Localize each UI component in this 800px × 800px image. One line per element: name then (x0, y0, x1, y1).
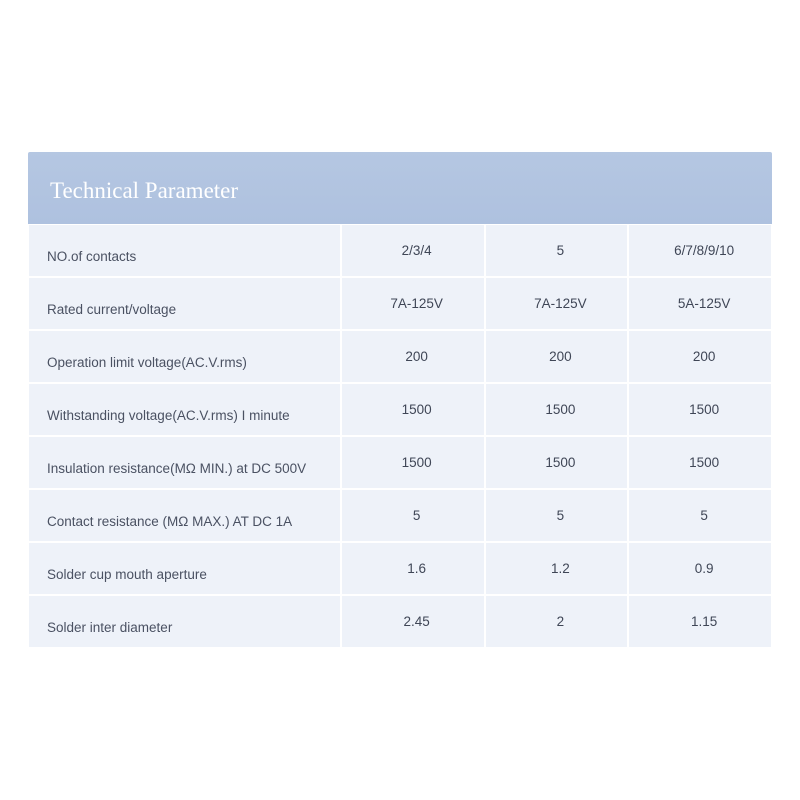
page-title: Technical Parameter (50, 178, 750, 204)
row-label: Solder cup mouth aperture (28, 542, 341, 595)
row-label: Rated current/voltage (28, 277, 341, 330)
row-label: Insulation resistance(MΩ MIN.) at DC 500… (28, 436, 341, 489)
row-value: 7A-125V (485, 277, 629, 330)
table-row: Contact resistance (MΩ MAX.) AT DC 1A 5 … (28, 489, 772, 542)
row-value: 5 (485, 489, 629, 542)
row-value: 0.9 (628, 542, 772, 595)
row-value: 1.6 (341, 542, 485, 595)
table-row: Rated current/voltage 7A-125V 7A-125V 5A… (28, 277, 772, 330)
row-value: 2/3/4 (341, 224, 485, 277)
row-value: 1.15 (628, 595, 772, 648)
table-row: NO.of contacts 2/3/4 5 6/7/8/9/10 (28, 224, 772, 277)
row-value: 1500 (485, 436, 629, 489)
row-value: 1500 (485, 383, 629, 436)
row-value: 5 (341, 489, 485, 542)
row-value: 5 (628, 489, 772, 542)
table-row: Operation limit voltage(AC.V.rms) 200 20… (28, 330, 772, 383)
row-value: 2.45 (341, 595, 485, 648)
row-value: 5A-125V (628, 277, 772, 330)
row-value: 7A-125V (341, 277, 485, 330)
table-row: Solder inter diameter 2.45 2 1.15 (28, 595, 772, 648)
row-value: 2 (485, 595, 629, 648)
row-value: 200 (485, 330, 629, 383)
row-value: 6/7/8/9/10 (628, 224, 772, 277)
row-value: 1500 (341, 383, 485, 436)
row-value: 5 (485, 224, 629, 277)
row-label: Withstanding voltage(AC.V.rms) I minute (28, 383, 341, 436)
spec-table-container: Technical Parameter NO.of contacts 2/3/4… (0, 152, 800, 648)
row-value: 1500 (341, 436, 485, 489)
row-value: 1500 (628, 436, 772, 489)
table-row: Solder cup mouth aperture 1.6 1.2 0.9 (28, 542, 772, 595)
row-value: 1.2 (485, 542, 629, 595)
technical-parameter-table: NO.of contacts 2/3/4 5 6/7/8/9/10 Rated … (28, 224, 772, 648)
row-label: NO.of contacts (28, 224, 341, 277)
row-label: Operation limit voltage(AC.V.rms) (28, 330, 341, 383)
row-value: 200 (628, 330, 772, 383)
row-label: Contact resistance (MΩ MAX.) AT DC 1A (28, 489, 341, 542)
table-row: Withstanding voltage(AC.V.rms) I minute … (28, 383, 772, 436)
table-body: NO.of contacts 2/3/4 5 6/7/8/9/10 Rated … (28, 224, 772, 648)
row-label: Solder inter diameter (28, 595, 341, 648)
header-bar: Technical Parameter (28, 152, 772, 224)
table-row: Insulation resistance(MΩ MIN.) at DC 500… (28, 436, 772, 489)
row-value: 1500 (628, 383, 772, 436)
row-value: 200 (341, 330, 485, 383)
